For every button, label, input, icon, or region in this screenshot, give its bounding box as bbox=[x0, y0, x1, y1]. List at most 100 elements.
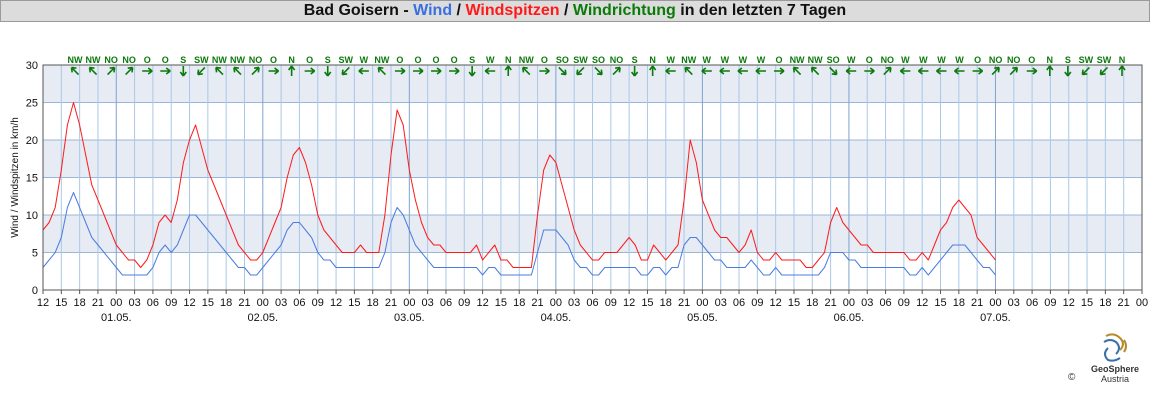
direction-label: W bbox=[757, 55, 766, 65]
direction-arrow-icon bbox=[737, 67, 748, 75]
arrow-shape bbox=[142, 67, 153, 75]
direction-label: SW bbox=[1097, 55, 1112, 65]
direction-label: O bbox=[306, 55, 313, 65]
direction-arrow-icon bbox=[755, 67, 766, 75]
x-tick-label: 15 bbox=[495, 297, 507, 309]
direction-label: O bbox=[541, 55, 548, 65]
x-tick-label: 03 bbox=[861, 297, 873, 309]
x-tick-label: 06 bbox=[440, 297, 452, 309]
x-tick-label: 21 bbox=[678, 297, 690, 309]
direction-label: W bbox=[847, 55, 856, 65]
arrow-shape bbox=[539, 67, 550, 75]
arrow-shape bbox=[954, 67, 965, 75]
direction-arrow-icon bbox=[883, 66, 892, 76]
direction-label: N bbox=[288, 55, 295, 65]
y-tick-label: 20 bbox=[26, 135, 38, 147]
plot-grid bbox=[42, 64, 1143, 291]
arrow-shape bbox=[845, 67, 857, 75]
arrow-shape bbox=[1118, 65, 1126, 76]
direction-arrow-icon bbox=[1118, 65, 1126, 76]
arrow-shape bbox=[412, 67, 424, 75]
x-tick-label: 15 bbox=[934, 297, 946, 309]
direction-label: S bbox=[1065, 55, 1071, 65]
y-tick-label: 30 bbox=[26, 60, 38, 72]
direction-label: SO bbox=[827, 55, 840, 65]
direction-arrow-icon bbox=[88, 66, 98, 76]
x-tick-label: 12 bbox=[623, 297, 635, 309]
title-station: Bad Goisern bbox=[303, 2, 399, 19]
y-axis-label: Wind / Windspitzen in km/h bbox=[10, 117, 21, 238]
x-tick-label: 00 bbox=[110, 297, 122, 309]
direction-arrow-icon bbox=[684, 66, 693, 76]
direction-label: NW bbox=[808, 55, 823, 65]
direction-label: W bbox=[721, 55, 730, 65]
direction-arrow-icon bbox=[576, 66, 585, 76]
direction-arrow-icon bbox=[179, 66, 187, 77]
x-tick-label: 15 bbox=[788, 297, 800, 309]
wind-direction-row: NW NW NO NO O O S SW NW NW NO O N O S SW W NW O O O O S W N NW O SO… bbox=[68, 55, 1126, 77]
arrow-shape bbox=[377, 66, 386, 76]
direction-label: NO bbox=[249, 55, 263, 65]
direction-label: O bbox=[776, 55, 783, 65]
x-tick-label: 09 bbox=[898, 297, 910, 309]
direction-arrow-icon bbox=[341, 66, 350, 76]
y-tick-label: 25 bbox=[26, 98, 38, 110]
arrow-shape bbox=[917, 67, 929, 75]
arrow-shape bbox=[864, 67, 875, 75]
direction-label: SW bbox=[194, 55, 209, 65]
direction-label: W bbox=[901, 55, 910, 65]
title-wind: Wind bbox=[413, 2, 453, 19]
direction-arrow-icon bbox=[215, 66, 224, 76]
direction-label: N bbox=[1047, 55, 1054, 65]
direction-arrow-icon bbox=[233, 66, 242, 76]
direction-arrow-icon bbox=[829, 66, 838, 76]
direction-label: O bbox=[433, 55, 440, 65]
date-label: 07.05. bbox=[980, 312, 1011, 324]
direction-arrow-icon bbox=[630, 66, 639, 77]
geosphere-logo: GeoSphere Austria bbox=[1080, 330, 1150, 396]
x-tick-label: 12 bbox=[330, 297, 342, 309]
arrow-shape bbox=[107, 66, 116, 76]
arrow-shape bbox=[755, 67, 766, 75]
x-tick-label: 00 bbox=[403, 297, 415, 309]
direction-arrow-icon bbox=[972, 67, 984, 75]
arrow-shape bbox=[701, 67, 712, 75]
x-tick-label: 18 bbox=[660, 297, 672, 309]
x-tick-label: 03 bbox=[568, 297, 580, 309]
chart-title: Bad Goisern - Wind / Windspitzen / Windr… bbox=[0, 0, 1150, 22]
direction-arrow-icon bbox=[358, 67, 369, 75]
y-tick-label: 15 bbox=[26, 173, 38, 185]
arrow-shape bbox=[179, 66, 187, 77]
direction-arrow-icon bbox=[612, 66, 621, 76]
arrow-shape bbox=[1081, 66, 1090, 76]
title-gusts: Windspitzen bbox=[465, 2, 560, 19]
direction-label: S bbox=[180, 55, 186, 65]
direction-arrow-icon bbox=[899, 67, 911, 75]
y-tick-label: 0 bbox=[32, 285, 38, 297]
direction-arrow-icon bbox=[197, 66, 206, 76]
x-tick-label: 03 bbox=[715, 297, 727, 309]
arrow-shape bbox=[630, 66, 639, 77]
x-tick-label: 09 bbox=[458, 297, 470, 309]
arrow-shape bbox=[576, 66, 585, 76]
x-tick-label: 18 bbox=[220, 297, 232, 309]
direction-label: W bbox=[937, 55, 946, 65]
direction-label: NO bbox=[1007, 55, 1021, 65]
direction-label: NW bbox=[519, 55, 534, 65]
direction-arrow-icon bbox=[665, 67, 676, 75]
x-tick-label: 21 bbox=[531, 297, 543, 309]
x-tick-label: 15 bbox=[202, 297, 214, 309]
x-tick-label: 03 bbox=[275, 297, 287, 309]
direction-arrow-icon bbox=[251, 66, 260, 76]
arrow-shape bbox=[612, 66, 621, 76]
arrow-shape bbox=[233, 66, 242, 76]
x-tick-label: 21 bbox=[1118, 297, 1130, 309]
arrow-shape bbox=[304, 67, 316, 75]
direction-label: O bbox=[974, 55, 981, 65]
logo-country: Austria bbox=[1100, 374, 1129, 384]
x-tick-label: 12 bbox=[37, 297, 49, 309]
arrow-shape bbox=[665, 67, 676, 75]
date-label: 05.05. bbox=[687, 312, 718, 324]
